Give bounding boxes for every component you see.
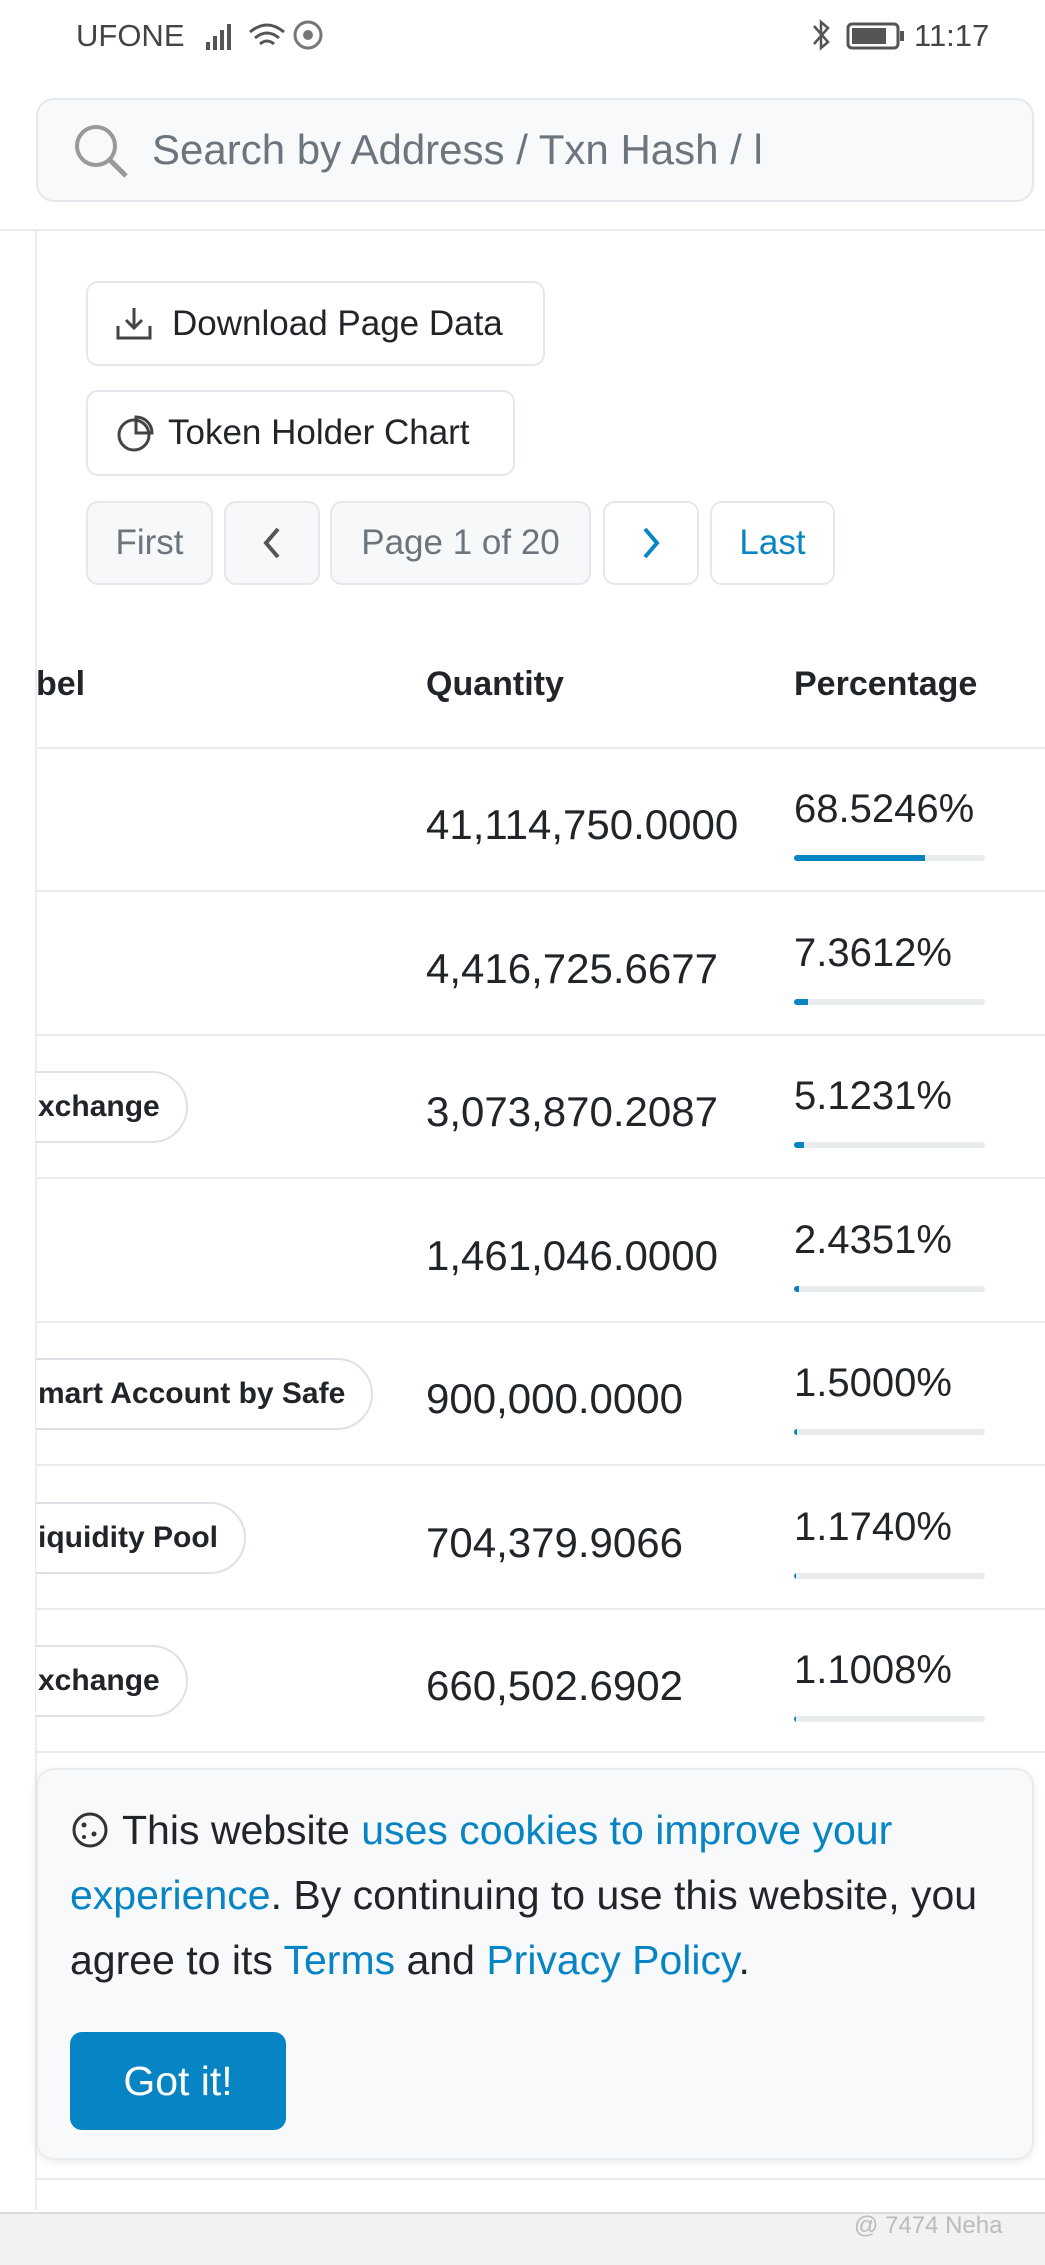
label-chip: xchange: [36, 1645, 188, 1717]
column-header: Percentage: [794, 665, 978, 703]
table-row: mart Account by Safe 900,000.0000 1.5000%: [36, 1323, 1045, 1466]
percentage: 2.4351%: [794, 1217, 952, 1262]
download-button[interactable]: Download Page Data: [86, 281, 545, 366]
progress-track: [794, 1142, 985, 1148]
progress-bar: [794, 1716, 797, 1722]
link[interactable]: uses cookies to improve your experience: [70, 1807, 893, 1918]
link[interactable]: Privacy Policy: [486, 1937, 739, 1983]
quantity: 3,073,870.2087: [426, 1088, 718, 1135]
last-button[interactable]: Last: [710, 501, 835, 585]
progress-bar: [794, 1429, 797, 1435]
prev-icon: [263, 527, 280, 559]
first-button[interactable]: First: [86, 501, 213, 585]
column-header: bel: [36, 665, 86, 703]
button-label: Download Page Data: [172, 303, 503, 343]
download-icon: [116, 307, 152, 339]
table-row: iquidity Pool 704,379.9066 1.1740%: [36, 1467, 1045, 1610]
table-row: xchange 3,073,870.2087 5.1231%: [36, 1036, 1045, 1179]
label-chip: xchange: [36, 1071, 188, 1143]
percentage: 1.1740%: [794, 1504, 952, 1549]
header-border: [36, 747, 1045, 749]
search-placeholder: Search by Address / Txn Hash / l: [152, 126, 763, 173]
quantity: 900,000.0000: [426, 1375, 683, 1422]
progress-track: [794, 1572, 985, 1579]
quantity: 704,379.9066: [426, 1518, 683, 1566]
chart-icon: [117, 415, 154, 452]
progress-track: [794, 1716, 985, 1722]
divider: [36, 2178, 1045, 2180]
divider: [0, 229, 1045, 231]
text: and: [395, 1937, 487, 1983]
table-row: 4,416,725.6677 7.3612%: [36, 893, 1045, 1036]
table-row: 41,114,750.0000 68.5246%: [36, 749, 1045, 892]
quantity: 4,416,725.6677: [426, 944, 718, 992]
quantity: 1,461,046.0000: [426, 1231, 718, 1279]
column-header: Quantity: [426, 665, 564, 703]
watermark: @ 7474 Neha: [854, 2212, 1003, 2239]
label-chip: mart Account by Safe: [36, 1358, 374, 1430]
search-box[interactable]: Search by Address / Txn Hash / l: [36, 98, 1034, 202]
content-border: [35, 230, 37, 2210]
progress-track: [794, 1285, 985, 1292]
prev-button[interactable]: [224, 501, 320, 585]
progress-track: [794, 1429, 985, 1435]
progress-bar: [794, 1285, 799, 1292]
next-button[interactable]: [603, 501, 699, 585]
quantity: 41,114,750.0000: [426, 801, 739, 848]
battery-icons: [813, 19, 904, 51]
progress-bar: [794, 855, 925, 861]
nav-bar: [0, 2212, 1045, 2265]
progress-track: [794, 855, 985, 861]
percentage: 7.3612%: [794, 930, 952, 975]
button-label: Token Holder Chart: [168, 413, 470, 452]
percentage: 1.1008%: [794, 1648, 952, 1692]
cookie-text: This website uses cookies to improve you…: [70, 1798, 1010, 1993]
cookie-banner: This website uses cookies to improve you…: [36, 1768, 1034, 2160]
carrier: UFONE: [76, 18, 185, 53]
progress-bar: [794, 1572, 797, 1579]
text: This website: [122, 1807, 362, 1853]
text: .: [738, 1937, 750, 1983]
quantity: 660,502.6902: [426, 1662, 683, 1709]
search-icon: [75, 125, 128, 178]
accept-button[interactable]: Got it!: [70, 2032, 286, 2130]
table-row: xchange 660,502.6902 1.1008%: [36, 1610, 1045, 1753]
page-indicator: Page 1 of 20: [330, 501, 591, 585]
clock: 11:17: [914, 18, 990, 53]
status-icons: [206, 20, 323, 50]
progress-bar: [794, 1142, 804, 1148]
chart-button[interactable]: Token Holder Chart: [86, 390, 515, 476]
progress-track: [794, 998, 985, 1005]
percentage: 5.1231%: [794, 1074, 952, 1118]
text: . By continuing to use this website, you…: [70, 1872, 978, 1983]
table-row: 1,461,046.0000 2.4351%: [36, 1180, 1045, 1323]
label-chip: iquidity Pool: [36, 1501, 246, 1574]
cookie-icon: [72, 1812, 108, 1848]
percentage: 1.5000%: [794, 1361, 952, 1405]
percentage: 68.5246%: [794, 787, 975, 831]
link[interactable]: Terms: [283, 1937, 396, 1983]
progress-bar: [794, 998, 809, 1005]
next-icon: [643, 527, 660, 559]
